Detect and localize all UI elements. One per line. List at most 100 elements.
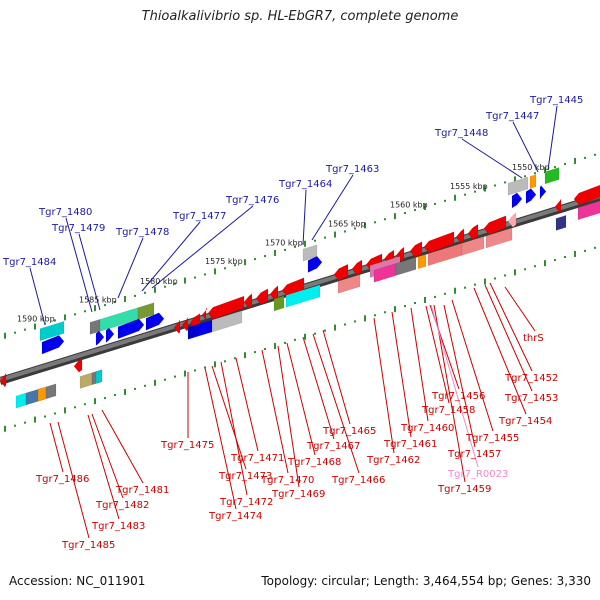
gene-feature <box>455 228 465 244</box>
gene-label: Tgr7_1476 <box>225 195 279 206</box>
scale-dot-lower <box>524 268 526 271</box>
gene-label: Tgr7_1480 <box>38 207 92 218</box>
gene-label: Tgr7_1484 <box>2 257 56 268</box>
scale-dot-lower <box>594 246 596 249</box>
scale-dot-upper <box>564 163 566 166</box>
scale-dot-lower <box>494 277 496 280</box>
scale-dot-lower <box>194 369 196 372</box>
scale-dot-lower <box>264 348 266 351</box>
gene-feature <box>467 223 479 240</box>
gene-label: Tgr7_1471 <box>230 453 284 464</box>
scale-dot-lower <box>254 351 256 354</box>
leader-line <box>117 237 144 299</box>
scale-dot-upper <box>284 248 286 251</box>
gene-label: Tgr7_1465 <box>322 426 376 437</box>
leader-line <box>220 361 248 496</box>
leader-line <box>57 421 90 539</box>
gene-label: Tgr7_1467 <box>306 441 360 452</box>
scale-dot-lower <box>354 320 356 323</box>
scale-dot-lower <box>94 398 96 405</box>
kbp-label: 1570 kbp <box>265 239 303 248</box>
scale-dot-upper <box>54 319 56 322</box>
gene-feature <box>417 254 427 270</box>
gene-feature <box>37 386 47 402</box>
scale-dot-lower <box>24 421 26 424</box>
gene-label: Tgr7_1456 <box>431 391 485 402</box>
gene-feature <box>201 307 208 322</box>
scale-dot-upper <box>474 190 476 193</box>
scale-dot-lower <box>84 403 86 406</box>
gene-label: Tgr7_1445 <box>529 95 583 106</box>
leader-line <box>78 233 101 311</box>
scale-dot-lower <box>334 324 336 331</box>
gene-feature <box>95 330 105 347</box>
gene-feature <box>461 236 485 256</box>
gene-label: Tgr7_1453 <box>504 393 558 404</box>
scale-dot-upper <box>374 221 376 224</box>
leader-line <box>484 284 533 392</box>
gene-label: Tgr7_1447 <box>485 111 539 122</box>
gene-label: Tgr7_1479 <box>51 223 105 234</box>
scale-dot-lower <box>574 250 576 257</box>
leader-line <box>512 121 539 173</box>
leader-line <box>430 304 479 468</box>
kbp-label: 1550 kbp <box>512 163 550 172</box>
scale-dot-upper <box>64 314 66 321</box>
gene-label: Tgr7_1477 <box>172 211 226 222</box>
gene-feature <box>79 372 93 389</box>
scale-dot-lower <box>54 412 56 415</box>
scale-dot-upper <box>334 231 336 238</box>
gene-label: Tgr7_1462 <box>366 455 420 466</box>
leader-line <box>302 336 335 440</box>
scale-dot-lower <box>164 378 166 381</box>
scale-dot-lower <box>434 295 436 298</box>
scale-dot-lower <box>114 394 116 397</box>
gene-features <box>0 167 600 409</box>
gene-feature <box>337 274 361 294</box>
leader-line <box>489 282 533 372</box>
gene-feature <box>173 319 181 335</box>
scale-dot-upper <box>444 199 446 202</box>
gene-feature <box>45 383 57 400</box>
gene-feature <box>573 184 600 206</box>
gene-feature <box>507 212 517 228</box>
scale-dot-lower <box>404 305 406 308</box>
scale-dot-upper <box>454 194 456 201</box>
kbp-label: 1575 kbp <box>205 257 243 266</box>
gene-feature <box>307 255 323 273</box>
gene-label: Tgr7_1455 <box>465 433 519 444</box>
scale-dot-upper <box>464 193 466 196</box>
scale-dot-lower <box>184 370 186 377</box>
scale-dot-lower <box>154 379 156 386</box>
gene-labels: Tgr7_1445 Tgr7_1447 Tgr7_1448 Tgr7_1463 Tgr7… <box>2 95 583 551</box>
scale-dot-upper <box>214 268 216 275</box>
scale-dot-upper <box>174 282 176 285</box>
leader-line <box>443 304 476 448</box>
scale-dot-upper <box>384 218 386 221</box>
scale-dot-upper <box>154 286 156 293</box>
scale-dot-lower <box>174 375 176 378</box>
scale-dot-lower <box>14 424 16 427</box>
scale-dot-upper <box>194 276 196 279</box>
scale-dot-upper <box>124 295 126 302</box>
scale-dot-upper <box>204 273 206 276</box>
gene-label: Tgr7_1458 <box>421 405 475 416</box>
gene-feature <box>211 310 243 333</box>
scale-dot-upper <box>224 267 226 270</box>
scale-dot-upper <box>504 181 506 184</box>
gene-label: Tgr7_1469 <box>271 489 325 500</box>
gene-label: Tgr7_1474 <box>208 511 262 522</box>
leader-line <box>151 205 254 289</box>
gene-feature <box>15 392 27 409</box>
leader-line <box>204 367 237 510</box>
scale-dot-upper <box>234 264 236 267</box>
gene-label: Tgr7_1478 <box>115 227 169 238</box>
gene-label: Tgr7_1459 <box>437 484 491 495</box>
scale-dot-upper <box>434 202 436 205</box>
leader-line <box>277 345 300 488</box>
leader-line <box>391 311 412 438</box>
scale-dot-lower <box>144 384 146 387</box>
scale-dot-lower <box>34 416 36 423</box>
gene-feature <box>409 241 423 258</box>
scale-dot-lower <box>344 323 346 326</box>
